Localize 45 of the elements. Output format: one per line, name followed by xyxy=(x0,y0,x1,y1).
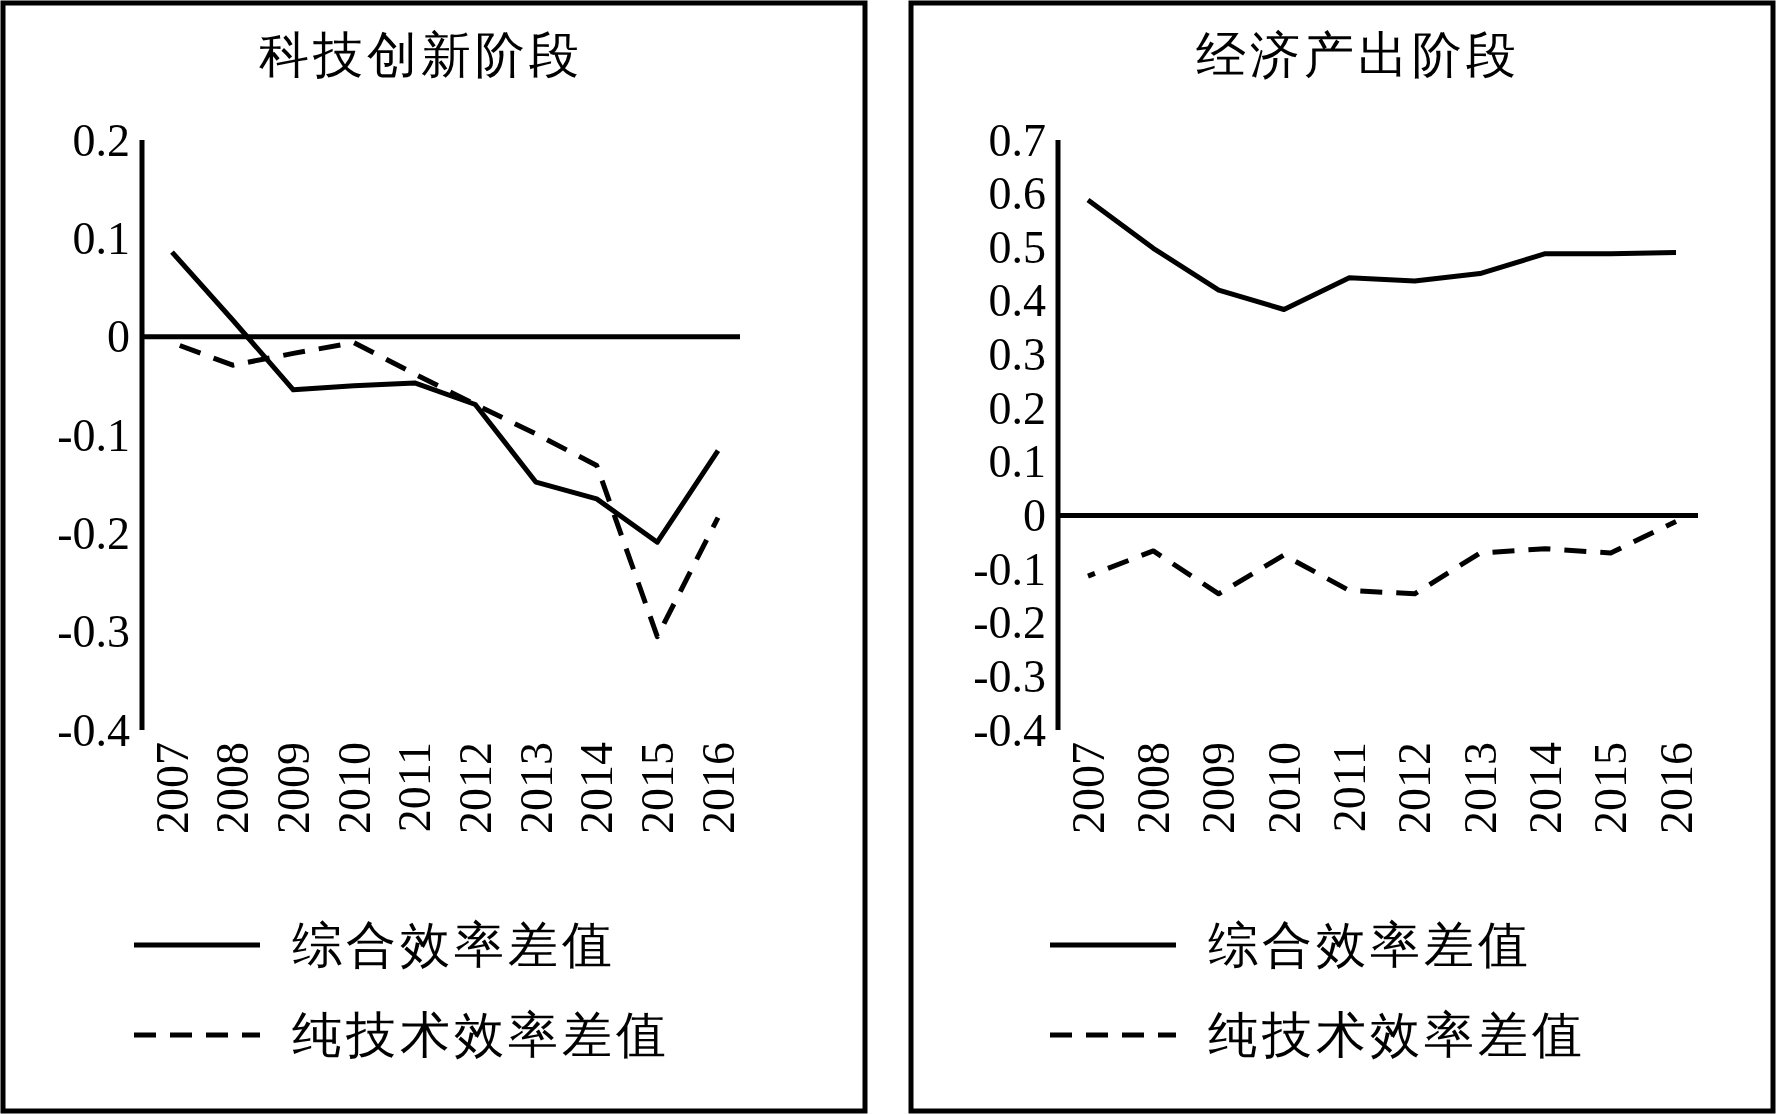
y-tick-label: 0 xyxy=(1023,489,1046,541)
x-tick-label: 2014 xyxy=(571,742,623,834)
x-tick-label: 2015 xyxy=(1585,742,1637,834)
y-tick-label: -0.3 xyxy=(973,650,1046,702)
x-tick-label: 2012 xyxy=(1389,742,1441,834)
chart-title: 科技创新阶段 xyxy=(259,27,583,83)
y-tick-label: 0.1 xyxy=(988,436,1046,488)
legend-label: 纯技术效率差值 xyxy=(1208,1007,1586,1063)
y-tick-label: 0.2 xyxy=(988,382,1046,434)
x-tick-label: 2012 xyxy=(449,742,501,834)
x-tick-label: 2011 xyxy=(1323,742,1375,833)
y-tick-label: -0.3 xyxy=(57,606,130,658)
y-tick-label: -0.2 xyxy=(57,507,130,559)
x-tick-label: 2016 xyxy=(692,742,744,834)
x-tick-label: 2013 xyxy=(510,742,562,834)
x-tick-label: 2010 xyxy=(328,742,380,834)
y-tick-label: 0 xyxy=(107,311,130,363)
x-tick-label: 2015 xyxy=(631,742,683,834)
chart-title: 经济产出阶段 xyxy=(1196,27,1520,83)
x-tick-label: 2008 xyxy=(1127,742,1179,834)
y-tick-label: 0.6 xyxy=(988,168,1046,220)
legend-label: 纯技术效率差值 xyxy=(292,1007,670,1063)
y-tick-label: -0.4 xyxy=(973,704,1046,756)
legend-label: 综合效率差值 xyxy=(292,917,616,973)
x-tick-label: 2013 xyxy=(1454,742,1506,834)
x-tick-label: 2009 xyxy=(1193,742,1245,834)
x-tick-label: 2014 xyxy=(1519,742,1571,834)
x-tick-label: 2007 xyxy=(146,742,198,834)
y-tick-label: 0.7 xyxy=(988,114,1046,166)
y-tick-label: 0.5 xyxy=(988,221,1046,273)
y-tick-label: 0.4 xyxy=(988,275,1046,327)
legend-label: 综合效率差值 xyxy=(1208,917,1532,973)
y-tick-label: -0.1 xyxy=(57,409,130,461)
y-tick-label: 0.1 xyxy=(72,212,130,264)
y-tick-label: 0.3 xyxy=(988,329,1046,381)
x-tick-label: 2010 xyxy=(1258,742,1310,834)
y-tick-label: -0.4 xyxy=(57,704,130,756)
x-tick-label: 2011 xyxy=(389,742,441,833)
y-tick-label: 0.2 xyxy=(72,114,130,166)
y-tick-label: -0.1 xyxy=(973,543,1046,595)
x-tick-label: 2016 xyxy=(1650,742,1702,834)
x-tick-label: 2007 xyxy=(1062,742,1114,834)
x-tick-label: 2008 xyxy=(207,742,259,834)
y-tick-label: -0.2 xyxy=(973,597,1046,649)
x-tick-label: 2009 xyxy=(267,742,319,834)
